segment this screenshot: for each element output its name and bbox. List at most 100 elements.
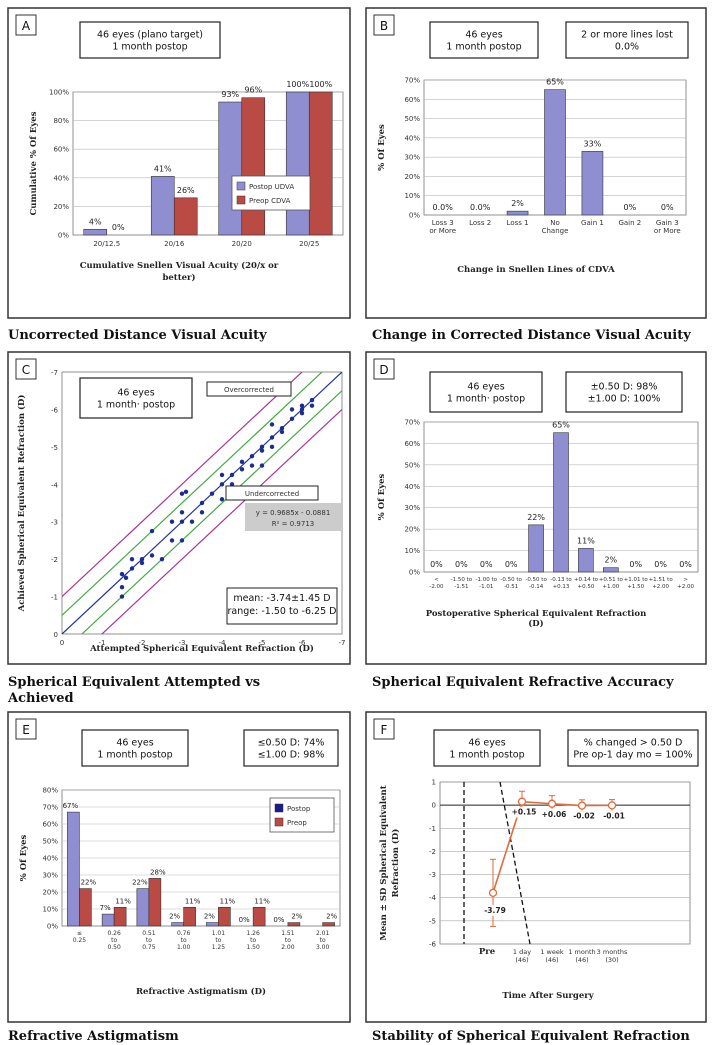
c-caption-line-0: Spherical Equivalent Attempted vs: [8, 675, 260, 690]
f-xtick-2-1: (46): [545, 956, 558, 964]
b-ytick-5: 50%: [404, 115, 420, 123]
e-xtick-4-2: 1.25: [212, 944, 226, 951]
f-xtick-1-0: 1 day: [513, 948, 531, 956]
c-ylabel: Achieved Spherical Equivalent Refraction…: [16, 395, 27, 613]
e-xtick-3-0: 0.76: [177, 930, 191, 937]
e-ytick-7: 70%: [42, 804, 58, 812]
a-xtick-1: 20/16: [164, 240, 185, 248]
f-point-label-1: +0.15: [512, 808, 537, 817]
f-infobox-line-0: 46 eyes: [468, 738, 505, 749]
panel-letter-e: E: [22, 723, 30, 737]
f-point-label-bg-0: [481, 904, 509, 916]
d-ytick-3: 30%: [404, 504, 420, 512]
c-xtick-5: -5: [259, 639, 266, 647]
c-xtick-4: -4: [219, 639, 227, 647]
a-bar-postop-udva-2: [218, 101, 243, 236]
c-stats-line-0: mean: -3.74±1.45 D: [233, 593, 330, 604]
e-xtick-7-2: 3.00: [316, 944, 330, 951]
e-bar-preop-7: [322, 922, 335, 927]
e-xtick-3-1: to: [181, 937, 187, 944]
b-infobox2-line-0: 2 or more lines lost: [581, 30, 673, 41]
e-bar-label-0-5: 0%: [239, 916, 250, 924]
panel-letter-box-c: [15, 358, 37, 380]
c-point-23: [239, 467, 245, 472]
a-ytick-5: 100%: [49, 89, 69, 97]
c-point-43: [219, 472, 225, 478]
b-infobox-box: [429, 21, 539, 59]
e-bar-postop-4: [206, 922, 219, 927]
c-point-13: [179, 519, 185, 524]
f-infobox-box: [433, 729, 541, 767]
b-xtick-5-a: Gain 2: [618, 219, 641, 227]
panel-c: C 0 -1 -2 -3 -4 -5 -6 -7 0 -1 -2 -3 -4 -5 -6 -7 46 eyes1 …: [7, 351, 351, 665]
f-infobox2-box: [567, 729, 699, 767]
e-xtick-7-0: 2.01: [316, 930, 330, 937]
b-xtick-4-a: Gain 1: [581, 219, 604, 227]
e-xtick-5-2: 1.50: [246, 944, 260, 951]
f-xtick-2-0: 1 week: [540, 948, 564, 956]
c-infobox-line-0: 46 eyes: [117, 388, 154, 399]
e-infobox2-line-0: ≤0.50 D: 74%: [258, 738, 325, 749]
d-xtick-0-0: <: [434, 577, 439, 583]
e-infobox2-line-1: ≤1.00 D: 98%: [258, 750, 325, 761]
e-ytick-4: 40%: [42, 855, 58, 863]
c-point-19: [219, 482, 225, 487]
f-ytick-7: -6: [429, 941, 437, 949]
c-point-35: [289, 407, 295, 412]
c-point-8: [159, 556, 165, 562]
f-xtick-3-0: 1 month: [568, 948, 595, 956]
c-xtick-0: 0: [60, 639, 64, 647]
b-infobox-line-1: 1 month postop: [446, 42, 521, 53]
e-xtick-7-1: to: [320, 937, 326, 944]
d-bar-5: [553, 432, 569, 573]
f-plot-area: [439, 781, 691, 945]
e-infobox-line-1: 1 month postop: [97, 750, 172, 761]
c-point-5: [139, 560, 145, 566]
panel-a: A 46 eyes (plano target)1 month postop 0% 2…: [7, 7, 351, 319]
c-ref-line-1: [62, 372, 323, 616]
e-xlabel: Refractive Astigmatism (D): [136, 986, 266, 997]
c-ytick-7: -7: [51, 369, 58, 377]
c-over-box: [206, 381, 292, 397]
c-point-12: [179, 491, 185, 496]
panel-letter-box-a: [15, 14, 37, 36]
a-xtick-3: 20/25: [299, 240, 319, 248]
c-over-label: Overcorrected: [224, 386, 274, 394]
c-point-37: [299, 407, 305, 412]
a-bar-label-1-0: 0%: [112, 223, 125, 232]
f-point-label-3: -0.02: [573, 812, 595, 821]
f-caption: Stability of Spherical Equivalent Refrac…: [372, 1029, 690, 1044]
a-bar-preop-cdva-1: [173, 197, 198, 236]
d-bar-7: [603, 567, 619, 573]
b-ylabel: % Of Eyes: [377, 124, 387, 171]
e-xtick-6-0: 1.51: [281, 930, 295, 937]
e-xtick-5-1: to: [250, 937, 256, 944]
f-point-label-0: -3.79: [484, 906, 506, 915]
d-bar-label-5: 65%: [552, 421, 570, 430]
a-infobox-box: [79, 21, 221, 59]
c-point-31: [269, 444, 275, 450]
e-infobox2-box: [243, 729, 339, 767]
d-infobox-line-0: 46 eyes: [467, 382, 504, 393]
d-bar-label-2: 0%: [480, 560, 493, 569]
a-xlabel-line-1: better): [162, 272, 195, 283]
e-ytick-6: 60%: [42, 821, 58, 829]
panel-letter-box-d: [373, 358, 395, 380]
c-point-30: [269, 435, 275, 440]
c-point-1: [119, 585, 125, 590]
e-bar-preop-4: [218, 906, 231, 927]
b-ytick-0: 0%: [409, 212, 420, 220]
a-bar-preop-cdva-3: [308, 91, 333, 236]
a-bar-label-1-2: 96%: [244, 86, 262, 95]
b-bar-label-0: 0.0%: [433, 203, 454, 212]
d-bar-label-6: 11%: [577, 536, 595, 545]
e-xtick-1-0: 0.26: [107, 930, 121, 937]
c-point-21: [229, 472, 235, 478]
d-caption: Spherical Equivalent Refractive Accuracy: [372, 675, 674, 690]
c-ref-line-0: [62, 372, 303, 598]
b-xtick-0-b: or More: [429, 227, 456, 235]
e-legend: [269, 797, 335, 833]
c-xtick-2: -2: [139, 639, 146, 647]
b-infobox-line-0: 46 eyes: [465, 30, 502, 41]
